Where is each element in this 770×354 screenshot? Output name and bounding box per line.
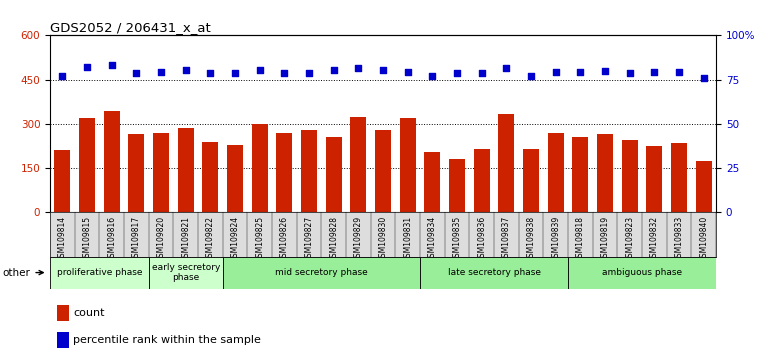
Text: count: count bbox=[73, 308, 105, 318]
Text: GSM109822: GSM109822 bbox=[206, 216, 215, 262]
Point bbox=[550, 69, 562, 75]
Bar bbox=[57, 332, 69, 348]
Text: GDS2052 / 206431_x_at: GDS2052 / 206431_x_at bbox=[50, 21, 211, 34]
Text: ambiguous phase: ambiguous phase bbox=[602, 268, 682, 277]
Point bbox=[698, 75, 710, 81]
Text: GSM109826: GSM109826 bbox=[280, 216, 289, 262]
Point bbox=[451, 70, 464, 76]
Point bbox=[648, 69, 661, 74]
Text: late secretory phase: late secretory phase bbox=[447, 268, 541, 277]
Text: GSM109816: GSM109816 bbox=[107, 216, 116, 262]
Point bbox=[204, 70, 216, 75]
Point bbox=[352, 65, 364, 70]
Text: GSM109832: GSM109832 bbox=[650, 216, 659, 262]
Point bbox=[155, 69, 167, 75]
Text: GSM109835: GSM109835 bbox=[453, 216, 461, 262]
Point bbox=[500, 65, 513, 71]
Bar bbox=[301, 130, 317, 212]
Bar bbox=[597, 134, 613, 212]
Bar bbox=[252, 124, 268, 212]
Text: GSM109836: GSM109836 bbox=[477, 216, 486, 262]
Text: proliferative phase: proliferative phase bbox=[57, 268, 142, 277]
Point bbox=[427, 73, 439, 79]
Bar bbox=[572, 137, 588, 212]
Bar bbox=[149, 257, 223, 289]
Bar bbox=[547, 133, 564, 212]
Point bbox=[81, 64, 93, 70]
Bar bbox=[671, 143, 687, 212]
Text: GSM109821: GSM109821 bbox=[181, 216, 190, 262]
Point bbox=[624, 70, 636, 76]
Bar bbox=[50, 257, 149, 289]
Bar bbox=[223, 257, 420, 289]
Point bbox=[278, 70, 290, 76]
Text: GSM109824: GSM109824 bbox=[230, 216, 239, 262]
Text: other: other bbox=[2, 268, 43, 278]
Point bbox=[673, 69, 685, 75]
Point bbox=[377, 67, 389, 73]
Text: GSM109833: GSM109833 bbox=[675, 216, 684, 262]
Point bbox=[599, 69, 611, 74]
Bar bbox=[424, 152, 440, 212]
Bar bbox=[227, 144, 243, 212]
Text: GSM109830: GSM109830 bbox=[379, 216, 387, 262]
Bar bbox=[400, 118, 416, 212]
Text: early secretory
phase: early secretory phase bbox=[152, 263, 220, 282]
Point bbox=[525, 73, 537, 78]
Text: GSM109819: GSM109819 bbox=[601, 216, 610, 262]
Bar bbox=[621, 140, 638, 212]
Point bbox=[56, 73, 69, 79]
Text: GSM109839: GSM109839 bbox=[551, 216, 561, 262]
Bar bbox=[420, 257, 568, 289]
Bar bbox=[153, 133, 169, 212]
Bar bbox=[276, 133, 293, 212]
Point bbox=[402, 69, 414, 75]
Text: GSM109817: GSM109817 bbox=[132, 216, 141, 262]
Text: GSM109828: GSM109828 bbox=[330, 216, 338, 262]
Text: mid secretory phase: mid secretory phase bbox=[275, 268, 368, 277]
Bar bbox=[568, 257, 716, 289]
Point bbox=[574, 69, 587, 75]
Bar bbox=[79, 118, 95, 212]
Text: GSM109834: GSM109834 bbox=[428, 216, 437, 262]
Bar bbox=[646, 146, 662, 212]
Bar bbox=[55, 150, 70, 212]
Bar bbox=[178, 128, 194, 212]
Text: GSM109820: GSM109820 bbox=[156, 216, 166, 262]
Bar bbox=[104, 110, 120, 212]
Bar bbox=[375, 130, 391, 212]
Text: GSM109818: GSM109818 bbox=[576, 216, 585, 262]
Point bbox=[327, 67, 340, 73]
Bar bbox=[474, 149, 490, 212]
Bar bbox=[696, 161, 711, 212]
Text: GSM109823: GSM109823 bbox=[625, 216, 634, 262]
Bar bbox=[203, 142, 219, 212]
Bar bbox=[523, 149, 539, 212]
Text: GSM109838: GSM109838 bbox=[527, 216, 536, 262]
Bar bbox=[449, 159, 465, 212]
Point bbox=[179, 67, 192, 73]
Bar bbox=[498, 114, 514, 212]
Point bbox=[303, 70, 315, 75]
Text: GSM109814: GSM109814 bbox=[58, 216, 67, 262]
Text: GSM109825: GSM109825 bbox=[255, 216, 264, 262]
Point bbox=[130, 70, 142, 76]
Bar bbox=[129, 134, 145, 212]
Bar bbox=[57, 305, 69, 321]
Point bbox=[229, 70, 241, 75]
Text: GSM109815: GSM109815 bbox=[82, 216, 92, 262]
Text: percentile rank within the sample: percentile rank within the sample bbox=[73, 335, 261, 346]
Point bbox=[105, 62, 118, 68]
Text: GSM109829: GSM109829 bbox=[354, 216, 363, 262]
Text: GSM109831: GSM109831 bbox=[403, 216, 412, 262]
Text: GSM109827: GSM109827 bbox=[305, 216, 313, 262]
Bar bbox=[326, 137, 342, 212]
Text: GSM109840: GSM109840 bbox=[699, 216, 708, 262]
Bar bbox=[350, 116, 367, 212]
Text: GSM109837: GSM109837 bbox=[502, 216, 511, 262]
Point bbox=[476, 70, 488, 76]
Point bbox=[253, 67, 266, 73]
